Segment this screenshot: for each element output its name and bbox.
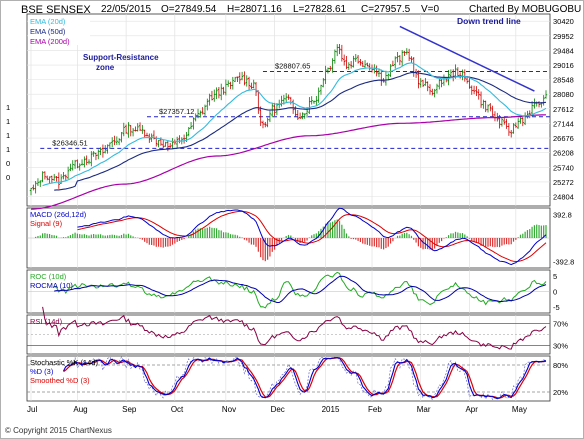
stoch-smoothed-d-line (63, 357, 547, 399)
stoch-legend-smoothed: Smoothed %D (3) (30, 376, 90, 385)
level-label-2: $28807.65 (275, 62, 310, 71)
roc-y-tick-0: 5 (553, 272, 557, 281)
macd-y-tick-1: -392.8 (553, 258, 574, 267)
x-tick-Sep: Sep (122, 405, 137, 414)
x-tick-Aug: Aug (73, 405, 87, 414)
support-zone-text: Support-Resistance (83, 53, 159, 62)
trend-line-label: Down trend line (457, 16, 521, 26)
panel-1-frame (26, 13, 551, 207)
y-tick-29016: 29016 (553, 61, 574, 70)
rocma-line (54, 275, 547, 303)
roc-legend-rocma: ROCMA (10) (30, 281, 73, 290)
x-tick-Jul: Jul (27, 405, 37, 414)
y-tick-26208: 26208 (553, 149, 574, 158)
legend-ema-1: EMA (50d) (30, 27, 66, 36)
x-tick-Feb: Feb (368, 405, 382, 414)
roc-legend-title: ROC (10d) (30, 272, 67, 281)
y-tick-29484: 29484 (553, 46, 574, 55)
support-zone-text-2: zone (96, 63, 115, 72)
rsi-y-tick-0: 70% (553, 319, 568, 328)
ema-20-line (42, 62, 547, 187)
y-tick-27612: 27612 (553, 105, 574, 114)
ema-200-line (31, 114, 547, 210)
left-axis-label-5: 0 (6, 173, 10, 182)
y-tick-25272: 25272 (553, 178, 574, 187)
stoch-legend-title: Stochastic %K (14d) (30, 358, 98, 367)
stoch-y-tick-1: 20% (553, 388, 568, 397)
stoch-legend-d: %D (3) (30, 367, 54, 376)
down-trend-line (399, 25, 535, 92)
left-axis-label-3: 1 (6, 145, 10, 154)
stoch-k-line (63, 356, 547, 400)
quote-volume: V=0 (421, 4, 440, 15)
y-tick-25740: 25740 (553, 163, 574, 172)
quote-close: C=27957.5 (361, 4, 411, 15)
y-tick-27144: 27144 (553, 119, 574, 128)
y-tick-29952: 29952 (553, 32, 574, 41)
left-axis-label-2: 1 (6, 131, 10, 140)
legend-ema-2: EMA (200d) (30, 37, 70, 46)
y-tick-26676: 26676 (553, 134, 574, 143)
quote-open: O=27849.54 (161, 4, 217, 15)
quote-high: H=28071.16 (227, 4, 282, 15)
roc-y-tick-2: -5 (553, 303, 560, 312)
macd-line (77, 207, 547, 266)
y-tick-24804: 24804 (553, 193, 574, 202)
rsi-line (42, 306, 547, 350)
y-tick-28080: 28080 (553, 90, 574, 99)
quote-low: L=27828.61 (293, 4, 347, 15)
copyright-footer: © Copyright 2015 ChartNexus (5, 426, 112, 435)
stoch-y-tick-0: 80% (553, 361, 568, 370)
chart-title: BSE SENSEX (21, 4, 91, 16)
roc-y-tick-1: 0 (553, 288, 557, 297)
rsi-legend-title: RSI (14d) (30, 317, 63, 326)
main-legend-bg (28, 15, 90, 45)
macd-y-tick-0: 392.8 (553, 210, 572, 219)
macd-legend-signal: Signal (9) (30, 219, 63, 228)
legend-ema-0: EMA (20d) (30, 17, 66, 26)
x-tick-Apr: Apr (465, 405, 478, 414)
level-label-1: $27357.12 (159, 107, 194, 116)
left-axis-label-1: 1 (6, 117, 10, 126)
chart-credit: Charted By MOBUGOBU (469, 4, 582, 15)
level-label-0: $26346.51 (52, 138, 87, 147)
rsi-y-tick-1: 30% (553, 342, 568, 351)
x-tick-Oct: Oct (171, 405, 184, 414)
x-tick-2015: 2015 (322, 405, 340, 414)
x-tick-Dec: Dec (271, 405, 285, 414)
roc-line (54, 271, 547, 309)
y-tick-30420: 30420 (553, 17, 574, 26)
x-tick-Nov: Nov (222, 405, 236, 414)
quote-date: 22/05/2015 (101, 4, 152, 15)
macd-legend-title: MACD (26d,12d) (30, 210, 87, 219)
stoch-d-line (63, 357, 547, 400)
left-axis-label-4: 0 (6, 159, 10, 168)
left-axis-label-0: 1 (6, 103, 10, 112)
x-tick-May: May (512, 405, 527, 414)
y-tick-28548: 28548 (553, 76, 574, 85)
x-tick-Mar: Mar (417, 405, 431, 414)
